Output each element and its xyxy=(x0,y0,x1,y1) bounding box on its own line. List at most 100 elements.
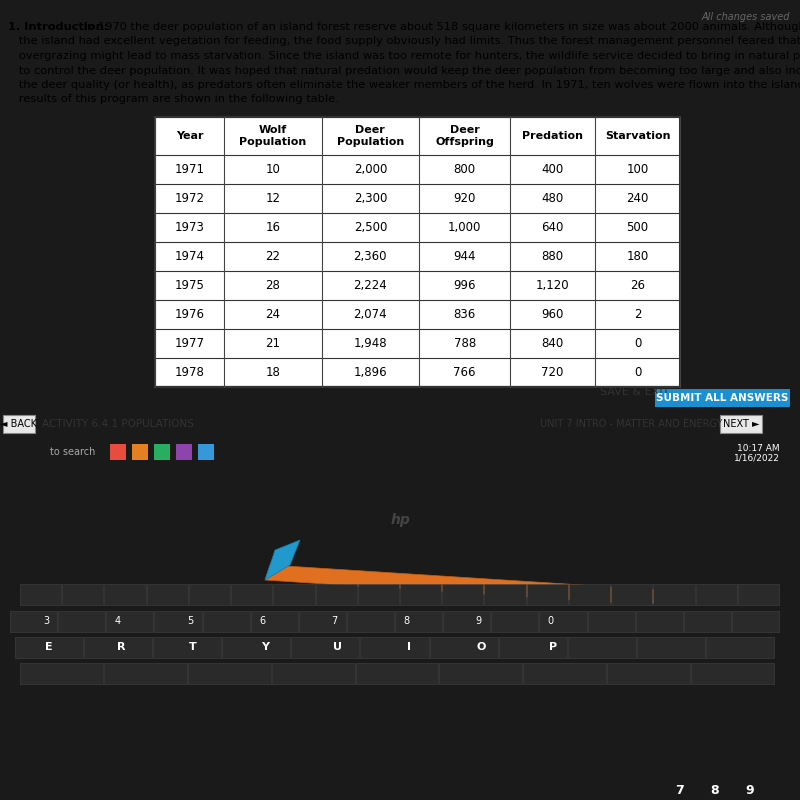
Text: NEXT ►: NEXT ► xyxy=(722,419,759,429)
Text: 836: 836 xyxy=(454,308,476,321)
Text: 1,896: 1,896 xyxy=(354,366,387,379)
Polygon shape xyxy=(650,590,665,605)
Text: 0: 0 xyxy=(634,337,642,350)
Bar xyxy=(110,444,126,460)
Bar xyxy=(153,637,222,658)
Text: U: U xyxy=(333,642,342,652)
Text: Predation: Predation xyxy=(522,131,583,141)
Bar xyxy=(636,611,682,632)
Text: hp: hp xyxy=(390,513,410,527)
Text: 10: 10 xyxy=(266,162,280,176)
Text: the deer quality (or health), as predators often eliminate the weaker members of: the deer quality (or health), as predato… xyxy=(8,80,800,90)
Bar xyxy=(272,663,354,684)
Text: 21: 21 xyxy=(266,337,280,350)
Bar xyxy=(443,611,490,632)
Text: 2,360: 2,360 xyxy=(354,250,387,263)
Text: 16: 16 xyxy=(266,221,280,234)
Bar xyxy=(347,611,394,632)
Text: 2,500: 2,500 xyxy=(354,221,387,234)
Text: 240: 240 xyxy=(626,192,649,205)
Bar xyxy=(691,663,774,684)
Bar xyxy=(250,611,298,632)
Bar xyxy=(439,663,522,684)
Text: 1976: 1976 xyxy=(174,308,205,321)
Bar xyxy=(498,637,566,658)
Text: Year: Year xyxy=(176,131,203,141)
Bar xyxy=(523,663,606,684)
Bar xyxy=(526,584,568,605)
Text: 880: 880 xyxy=(542,250,564,263)
Text: 9: 9 xyxy=(475,616,481,626)
Text: 180: 180 xyxy=(626,250,649,263)
Text: 1978: 1978 xyxy=(174,366,205,379)
Text: 920: 920 xyxy=(454,192,476,205)
Text: 28: 28 xyxy=(266,279,280,292)
Text: 26: 26 xyxy=(630,279,645,292)
Bar xyxy=(442,584,483,605)
Bar xyxy=(222,637,290,658)
Text: In 1970 the deer population of an island forest reserve about 518 square kilomet: In 1970 the deer population of an island… xyxy=(80,22,800,32)
Text: 400: 400 xyxy=(542,162,564,176)
Bar xyxy=(539,611,586,632)
Bar xyxy=(105,584,146,605)
Text: 7: 7 xyxy=(676,783,684,797)
Bar xyxy=(62,584,103,605)
Bar xyxy=(611,584,652,605)
Bar xyxy=(188,663,270,684)
Text: 2,224: 2,224 xyxy=(354,279,387,292)
Bar xyxy=(706,637,774,658)
Text: 2: 2 xyxy=(634,308,642,321)
Text: 22: 22 xyxy=(266,250,280,263)
Bar xyxy=(315,584,357,605)
Text: UNIT 7 INTRO - MATTER AND ENERGY: UNIT 7 INTRO - MATTER AND ENERGY xyxy=(540,419,722,429)
Bar xyxy=(291,637,359,658)
Bar xyxy=(607,663,690,684)
Text: 788: 788 xyxy=(454,337,476,350)
Text: SAVE & EXIT: SAVE & EXIT xyxy=(600,387,670,397)
Text: 944: 944 xyxy=(454,250,476,263)
Polygon shape xyxy=(265,565,660,605)
Text: R: R xyxy=(117,642,126,652)
Text: 2,300: 2,300 xyxy=(354,192,387,205)
Text: 720: 720 xyxy=(542,366,564,379)
Bar xyxy=(198,444,214,460)
Text: 1,000: 1,000 xyxy=(448,221,482,234)
Bar xyxy=(3,415,35,433)
Bar xyxy=(361,637,429,658)
Bar xyxy=(695,584,737,605)
Bar xyxy=(637,637,705,658)
Text: Y: Y xyxy=(261,642,269,652)
Bar xyxy=(298,611,346,632)
Bar xyxy=(491,611,538,632)
Text: 0: 0 xyxy=(634,366,642,379)
Text: 12: 12 xyxy=(266,192,280,205)
Text: the island had excellent vegetation for feeding, the food supply obviously had l: the island had excellent vegetation for … xyxy=(8,37,800,46)
Text: 1/16/2022: 1/16/2022 xyxy=(734,454,780,462)
Text: Starvation: Starvation xyxy=(605,131,670,141)
Text: SUBMIT ALL ANSWERS: SUBMIT ALL ANSWERS xyxy=(656,393,788,403)
Text: 24: 24 xyxy=(266,308,280,321)
Text: 1971: 1971 xyxy=(174,162,205,176)
Text: 1977: 1977 xyxy=(174,337,205,350)
Bar xyxy=(738,584,779,605)
Text: 960: 960 xyxy=(542,308,564,321)
Text: 1975: 1975 xyxy=(174,279,205,292)
Text: 1,948: 1,948 xyxy=(354,337,387,350)
Bar xyxy=(15,637,83,658)
Bar xyxy=(274,584,314,605)
Bar xyxy=(154,444,170,460)
Bar xyxy=(132,444,148,460)
Text: 5: 5 xyxy=(187,616,193,626)
Bar xyxy=(400,584,442,605)
Text: ◄ BACK: ◄ BACK xyxy=(1,419,38,429)
Text: 500: 500 xyxy=(626,221,649,234)
Bar xyxy=(430,637,498,658)
Bar xyxy=(568,637,636,658)
Text: 996: 996 xyxy=(454,279,476,292)
Polygon shape xyxy=(265,540,300,580)
Bar xyxy=(231,584,272,605)
Text: overgrazing might lead to mass starvation. Since the island was too remote for h: overgrazing might lead to mass starvatio… xyxy=(8,51,800,61)
Text: T: T xyxy=(189,642,197,652)
Bar xyxy=(189,584,230,605)
Text: Deer
Population: Deer Population xyxy=(337,125,404,146)
